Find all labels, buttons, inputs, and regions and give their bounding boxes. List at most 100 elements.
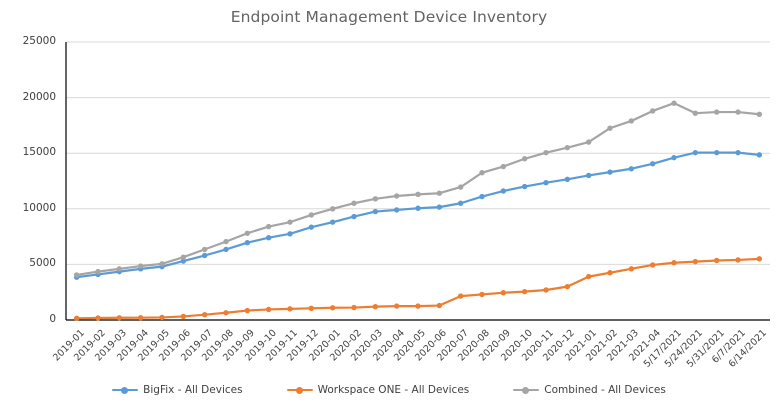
data-point: [671, 260, 677, 266]
plot-frame: [65, 41, 770, 321]
data-point: [372, 303, 379, 310]
data-point: [265, 223, 272, 230]
data-point: [287, 219, 293, 225]
data-point: [287, 306, 293, 312]
series-1: [73, 149, 763, 280]
data-point: [479, 169, 485, 176]
data-point: [756, 256, 763, 262]
data-point: [244, 307, 251, 314]
data-point: [415, 205, 421, 211]
data-point: [649, 108, 656, 114]
data-point: [415, 303, 421, 309]
data-point: [457, 293, 464, 299]
data-point: [713, 109, 720, 115]
data-point: [137, 263, 144, 269]
data-point: [329, 305, 336, 311]
data-point: [116, 315, 123, 321]
data-point: [735, 109, 741, 115]
data-point: [756, 111, 763, 117]
legend-item[interactable]: Combined - All Devices: [513, 384, 666, 396]
data-point: [436, 204, 443, 210]
data-point: [265, 235, 272, 241]
data-point: [223, 310, 229, 316]
data-point: [564, 283, 571, 290]
data-point: [415, 191, 421, 198]
y-axis-tick-label: 25000: [22, 35, 56, 47]
data-point: [393, 193, 400, 199]
data-point: [692, 110, 699, 116]
data-point: [351, 304, 357, 311]
data-point: [628, 118, 635, 124]
y-axis-tick-label: 5000: [29, 257, 56, 270]
data-point: [351, 200, 357, 206]
series-2: [73, 256, 763, 322]
data-point: [329, 219, 336, 225]
data-point: [735, 257, 741, 263]
data-point: [628, 166, 635, 172]
data-point: [393, 207, 400, 213]
data-point: [95, 315, 101, 321]
data-point: [543, 179, 549, 186]
data-point: [457, 200, 464, 206]
series-line: [75, 257, 761, 320]
data-point: [735, 149, 741, 156]
data-point: [116, 266, 123, 272]
data-point: [671, 154, 677, 161]
data-point: [457, 184, 464, 190]
data-point: [95, 268, 101, 275]
legend-label: BigFix - All Devices: [143, 384, 243, 396]
chart-title: Endpoint Management Device Inventory: [230, 8, 548, 26]
data-point: [713, 149, 720, 156]
data-point: [607, 169, 613, 175]
data-point: [73, 315, 80, 322]
data-point: [756, 152, 763, 158]
data-point: [393, 303, 400, 309]
data-point: [265, 306, 272, 313]
legend-marker-icon: [112, 385, 139, 395]
legend-label: Combined - All Devices: [544, 384, 666, 396]
data-point: [159, 261, 165, 267]
y-axis-tick-label: 20000: [22, 90, 56, 103]
data-point: [244, 230, 251, 236]
data-point: [479, 291, 485, 298]
data-point: [628, 266, 635, 272]
data-point: [287, 231, 293, 237]
data-point: [351, 213, 357, 220]
data-point: [180, 254, 187, 260]
data-point: [372, 208, 379, 215]
data-point: [607, 125, 613, 131]
data-point: [521, 288, 528, 295]
legend-label: Workspace ONE - All Devices: [317, 384, 470, 396]
series-line: [75, 102, 761, 277]
data-point: [201, 252, 208, 259]
data-point: [137, 314, 144, 321]
legend-item[interactable]: BigFix - All Devices: [112, 384, 243, 396]
data-point: [713, 257, 720, 264]
y-axis-tick-label: 15000: [22, 146, 56, 159]
data-point: [649, 262, 656, 268]
data-point: [244, 240, 251, 246]
data-point: [500, 290, 507, 296]
legend-item[interactable]: Workspace ONE - All Devices: [286, 384, 470, 396]
data-point: [223, 246, 229, 253]
data-point: [479, 193, 485, 200]
data-point: [543, 149, 549, 156]
data-point: [521, 156, 528, 162]
data-point: [521, 183, 528, 190]
chart-legend: BigFix - All Devices Workspace ONE - All …: [0, 384, 778, 396]
data-point: [585, 139, 592, 145]
data-point: [436, 190, 443, 196]
data-point: [585, 172, 592, 179]
data-point: [692, 258, 699, 265]
data-point: [436, 302, 443, 309]
data-point: [73, 272, 80, 278]
data-point: [500, 163, 507, 170]
data-point: [543, 287, 549, 293]
y-axis-tick-label: 10000: [22, 201, 56, 214]
data-point: [329, 206, 336, 212]
legend-marker-icon: [286, 385, 313, 395]
data-point: [500, 188, 507, 194]
y-axis-tick-label: 0: [49, 313, 56, 325]
data-point: [201, 246, 208, 253]
